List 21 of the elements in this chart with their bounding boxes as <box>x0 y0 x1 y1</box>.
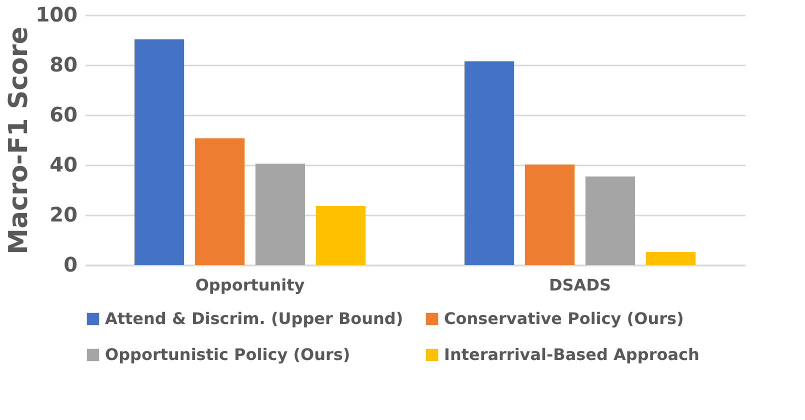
bar <box>316 206 366 265</box>
y-tick-label: 100 <box>36 2 78 26</box>
bar <box>134 39 184 265</box>
legend-label: Opportunistic Policy (Ours) <box>105 345 350 364</box>
y-tick-label: 60 <box>50 102 78 126</box>
legend-label: Interarrival-Based Approach <box>444 345 700 364</box>
bar <box>585 176 636 265</box>
legend-label: Attend & Discrim. (Upper Bound) <box>105 309 404 328</box>
y-axis-title: Macro-F1 Score <box>4 26 34 254</box>
bar <box>255 164 306 265</box>
y-tick-label: 20 <box>50 202 78 226</box>
y-tick-label: 40 <box>50 152 78 176</box>
bar <box>464 61 514 265</box>
bar <box>646 252 696 265</box>
bar <box>194 138 245 265</box>
x-tick-label: DSADS <box>549 276 611 294</box>
bar <box>524 164 575 265</box>
y-tick-label: 80 <box>50 52 78 76</box>
x-tick-label: Opportunity <box>195 276 306 294</box>
legend-label: Conservative Policy (Ours) <box>444 309 684 328</box>
y-tick-label: 0 <box>64 252 78 276</box>
